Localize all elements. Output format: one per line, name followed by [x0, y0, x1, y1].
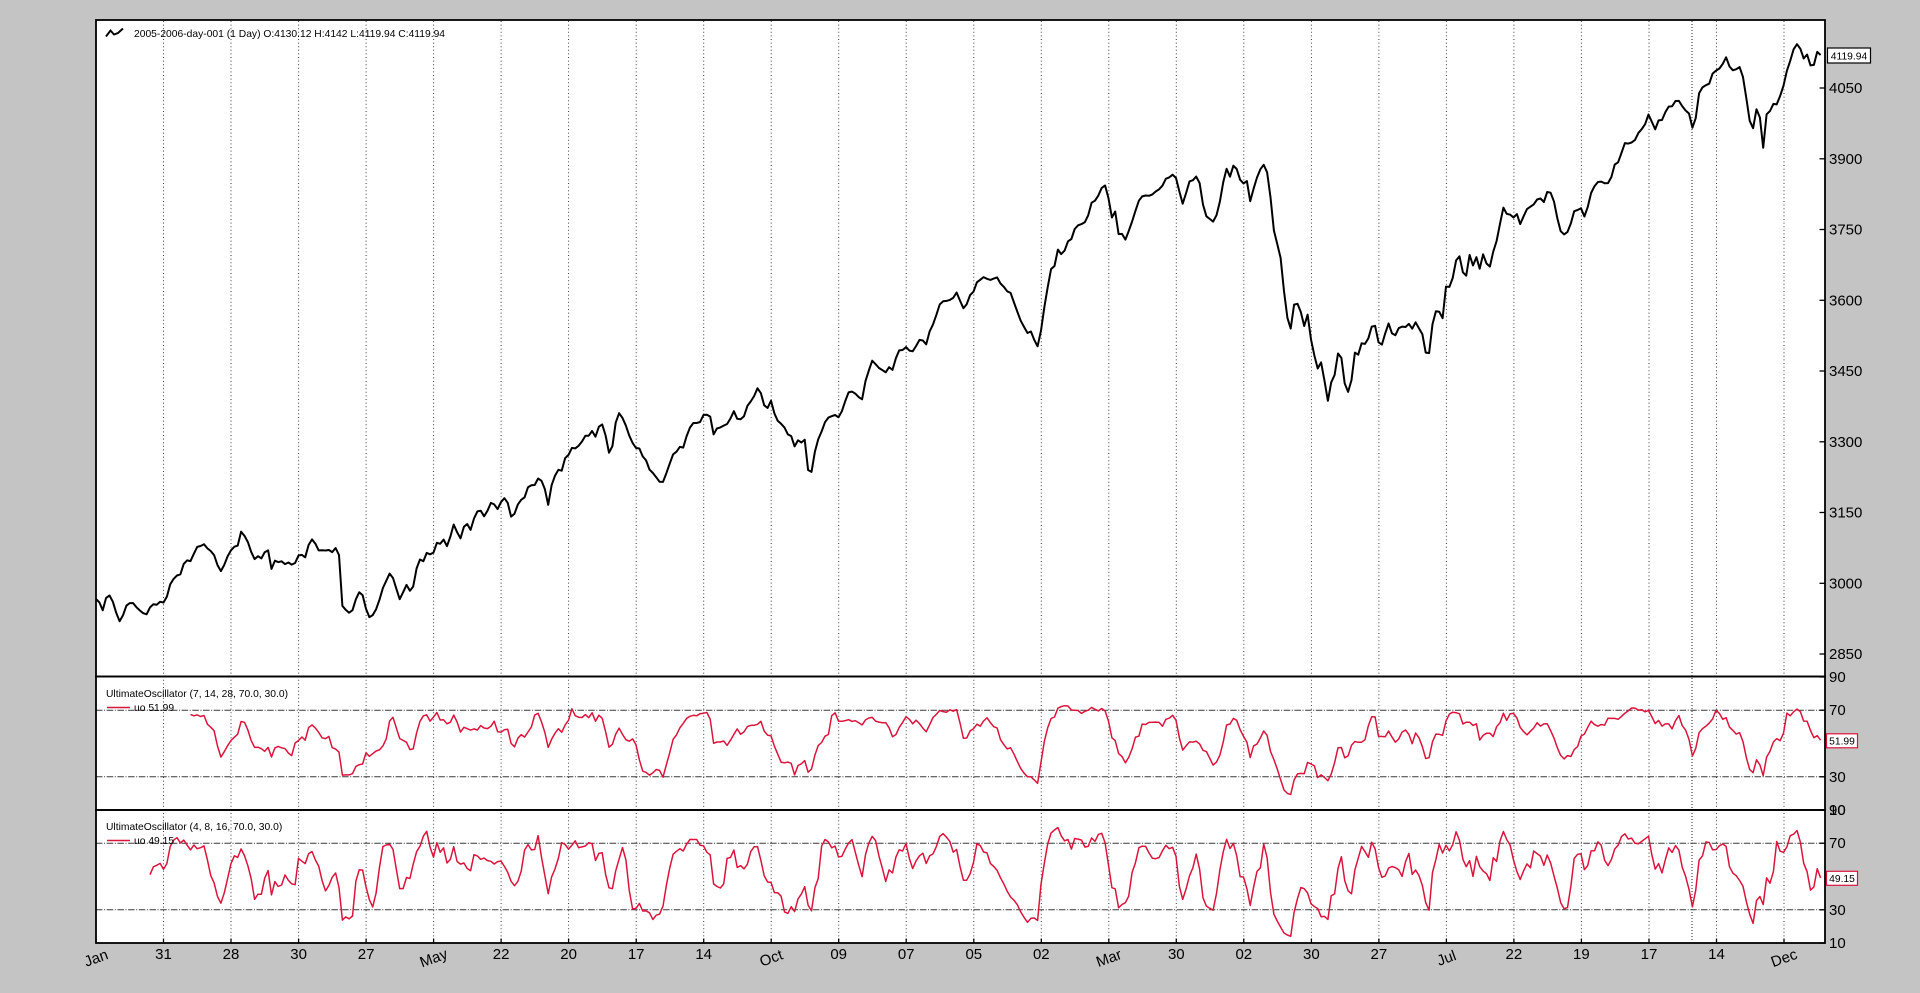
svg-text:07: 07 [898, 946, 915, 963]
svg-text:uo 51.99: uo 51.99 [134, 703, 174, 714]
svg-text:22: 22 [1506, 946, 1523, 963]
svg-text:3900: 3900 [1829, 151, 1862, 168]
svg-text:4050: 4050 [1829, 80, 1862, 97]
svg-text:uo 49.15: uo 49.15 [134, 836, 174, 847]
svg-text:2005-2006-day-001 (1 Day) O:41: 2005-2006-day-001 (1 Day) O:4130.12 H:41… [134, 29, 445, 40]
svg-text:30: 30 [1829, 902, 1846, 919]
svg-text:17: 17 [1641, 946, 1658, 963]
svg-text:3300: 3300 [1829, 434, 1862, 451]
svg-text:22: 22 [493, 946, 510, 963]
svg-text:Jul: Jul [1435, 947, 1459, 970]
svg-text:3450: 3450 [1829, 363, 1862, 380]
svg-text:3600: 3600 [1829, 292, 1862, 309]
svg-text:UltimateOscillator (7, 14, 28,: UltimateOscillator (7, 14, 28, 70.0, 30.… [106, 689, 288, 700]
svg-text:31: 31 [155, 946, 172, 963]
svg-text:05: 05 [965, 946, 982, 963]
svg-text:51.99: 51.99 [1829, 736, 1855, 747]
svg-text:70: 70 [1829, 702, 1846, 719]
svg-text:70: 70 [1829, 835, 1846, 852]
svg-text:30: 30 [290, 946, 307, 963]
svg-text:14: 14 [695, 946, 712, 963]
svg-text:19: 19 [1573, 946, 1590, 963]
svg-text:27: 27 [358, 946, 375, 963]
svg-text:3750: 3750 [1829, 222, 1862, 239]
svg-text:10: 10 [1829, 802, 1846, 819]
svg-text:90: 90 [1829, 669, 1846, 686]
svg-text:30: 30 [1168, 946, 1185, 963]
svg-text:30: 30 [1303, 946, 1320, 963]
svg-text:49.15: 49.15 [1829, 874, 1855, 885]
svg-text:10: 10 [1829, 935, 1846, 952]
svg-text:28: 28 [223, 946, 240, 963]
svg-text:30: 30 [1829, 769, 1846, 786]
svg-text:14: 14 [1708, 946, 1725, 963]
svg-text:17: 17 [628, 946, 645, 963]
svg-text:27: 27 [1371, 946, 1388, 963]
svg-text:2850: 2850 [1829, 646, 1862, 663]
svg-text:UltimateOscillator (4, 8, 16,: UltimateOscillator (4, 8, 16, 70.0, 30.0… [106, 822, 282, 833]
svg-text:09: 09 [830, 946, 847, 963]
svg-text:3150: 3150 [1829, 505, 1862, 522]
svg-text:20: 20 [560, 946, 577, 963]
svg-text:3000: 3000 [1829, 575, 1862, 592]
svg-text:02: 02 [1235, 946, 1252, 963]
svg-text:4119.94: 4119.94 [1831, 52, 1868, 63]
svg-text:02: 02 [1033, 946, 1050, 963]
svg-text:90: 90 [1829, 802, 1846, 819]
